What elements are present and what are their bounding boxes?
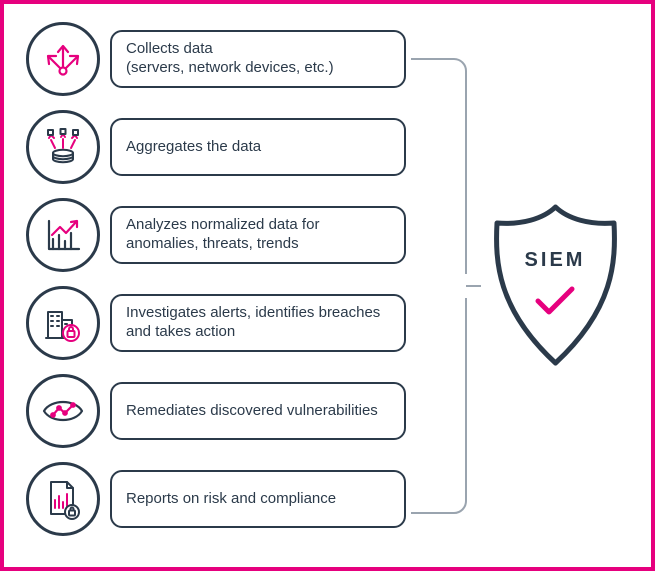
step-label: Analyzes normalized data for anomalies, … xyxy=(126,216,390,254)
step-label: Investigates alerts, identifies breaches… xyxy=(126,304,390,342)
shield-area: SIEM xyxy=(481,22,629,549)
step-collect: Collects data(servers, network devices, … xyxy=(26,22,406,96)
aggregate-icon xyxy=(26,110,100,184)
eye-scan-icon xyxy=(26,374,100,448)
report-lock-icon xyxy=(26,462,100,536)
steps-column: Collects data(servers, network devices, … xyxy=(26,22,406,549)
shield-label: SIEM xyxy=(483,249,628,272)
step-label: Aggregates the data xyxy=(126,138,261,157)
step-box: Aggregates the data xyxy=(110,118,406,176)
step-label: Collects data(servers, network devices, … xyxy=(126,40,334,78)
step-label: Reports on risk and compliance xyxy=(126,490,336,509)
step-remediate: Remediates discovered vulnerabilities xyxy=(26,374,406,448)
step-box: Investigates alerts, identifies breaches… xyxy=(110,294,406,352)
step-analyze: Analyzes normalized data for anomalies, … xyxy=(26,198,406,272)
step-box: Collects data(servers, network devices, … xyxy=(110,30,406,88)
step-box: Reports on risk and compliance xyxy=(110,470,406,528)
bracket-connector xyxy=(406,22,481,549)
step-box: Remediates discovered vulnerabilities xyxy=(110,382,406,440)
step-report: Reports on risk and compliance xyxy=(26,462,406,536)
check-icon xyxy=(483,285,628,317)
step-investigate: Investigates alerts, identifies breaches… xyxy=(26,286,406,360)
content-row: Collects data(servers, network devices, … xyxy=(26,22,629,549)
arrows-out-icon xyxy=(26,22,100,96)
step-label: Remediates discovered vulnerabilities xyxy=(126,402,378,421)
building-lock-icon xyxy=(26,286,100,360)
step-aggregate: Aggregates the data xyxy=(26,110,406,184)
siem-shield: SIEM xyxy=(483,201,628,371)
infographic-frame: Collects data(servers, network devices, … xyxy=(0,0,655,571)
chart-trend-icon xyxy=(26,198,100,272)
step-box: Analyzes normalized data for anomalies, … xyxy=(110,206,406,264)
